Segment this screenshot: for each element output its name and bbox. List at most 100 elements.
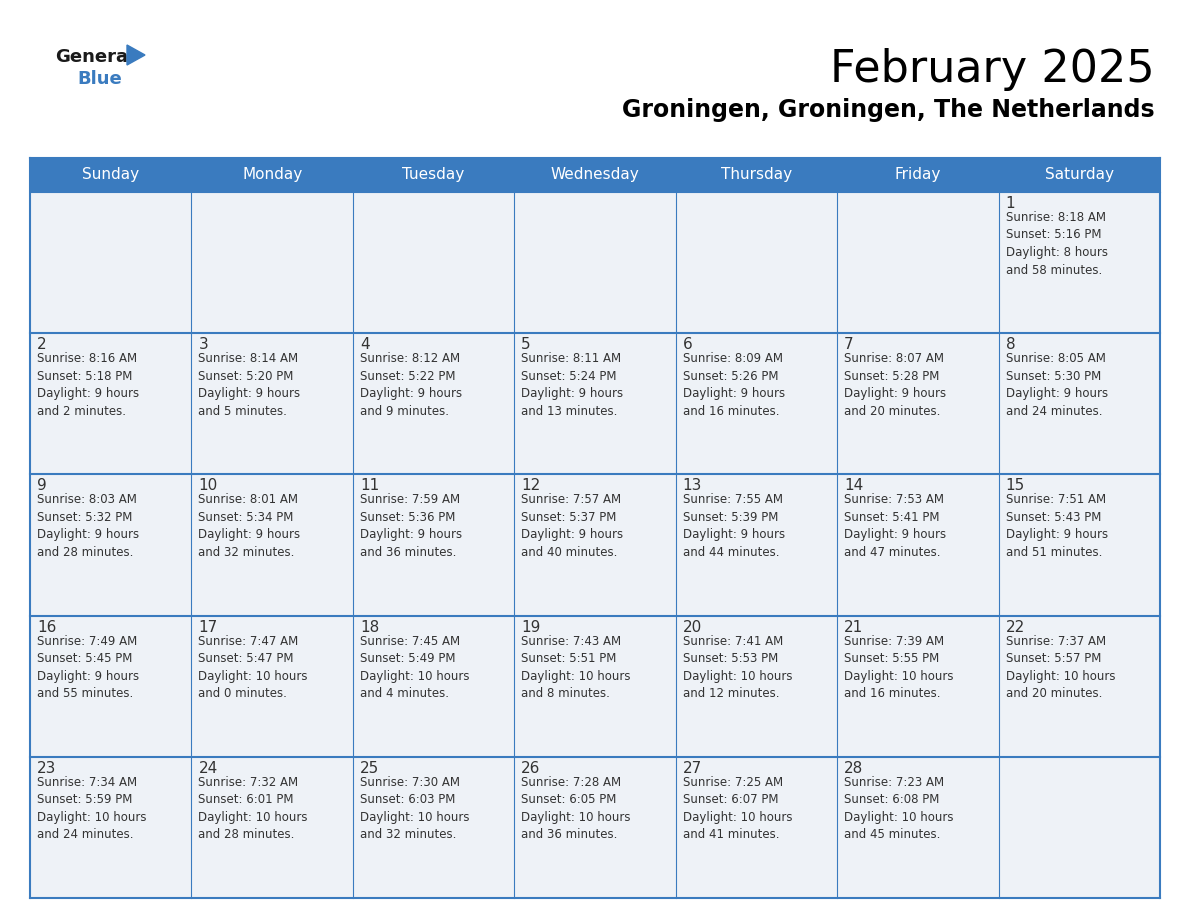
- Text: Sunrise: 7:43 AM
Sunset: 5:51 PM
Daylight: 10 hours
and 8 minutes.: Sunrise: 7:43 AM Sunset: 5:51 PM Dayligh…: [522, 634, 631, 700]
- Text: Sunrise: 8:01 AM
Sunset: 5:34 PM
Daylight: 9 hours
and 32 minutes.: Sunrise: 8:01 AM Sunset: 5:34 PM Dayligh…: [198, 493, 301, 559]
- Text: Sunrise: 7:30 AM
Sunset: 6:03 PM
Daylight: 10 hours
and 32 minutes.: Sunrise: 7:30 AM Sunset: 6:03 PM Dayligh…: [360, 776, 469, 841]
- Text: 18: 18: [360, 620, 379, 634]
- Text: Sunrise: 7:55 AM
Sunset: 5:39 PM
Daylight: 9 hours
and 44 minutes.: Sunrise: 7:55 AM Sunset: 5:39 PM Dayligh…: [683, 493, 785, 559]
- Text: 19: 19: [522, 620, 541, 634]
- Bar: [999, 192, 1159, 333]
- Text: 9: 9: [37, 478, 46, 493]
- Text: 17: 17: [198, 620, 217, 634]
- Text: 4: 4: [360, 337, 369, 353]
- Text: Sunrise: 7:28 AM
Sunset: 6:05 PM
Daylight: 10 hours
and 36 minutes.: Sunrise: 7:28 AM Sunset: 6:05 PM Dayligh…: [522, 776, 631, 841]
- Text: 16: 16: [37, 620, 56, 634]
- Text: Sunrise: 8:07 AM
Sunset: 5:28 PM
Daylight: 9 hours
and 20 minutes.: Sunrise: 8:07 AM Sunset: 5:28 PM Dayligh…: [845, 353, 947, 418]
- Bar: [676, 756, 838, 898]
- Text: 1: 1: [1005, 196, 1016, 211]
- Bar: [514, 333, 676, 475]
- Text: Sunrise: 8:09 AM
Sunset: 5:26 PM
Daylight: 9 hours
and 16 minutes.: Sunrise: 8:09 AM Sunset: 5:26 PM Dayligh…: [683, 353, 785, 418]
- Text: Sunrise: 7:25 AM
Sunset: 6:07 PM
Daylight: 10 hours
and 41 minutes.: Sunrise: 7:25 AM Sunset: 6:07 PM Dayligh…: [683, 776, 792, 841]
- Text: 24: 24: [198, 761, 217, 776]
- Bar: [514, 756, 676, 898]
- Polygon shape: [127, 45, 145, 65]
- Text: 7: 7: [845, 337, 854, 353]
- Bar: [353, 475, 514, 616]
- Bar: [999, 616, 1159, 756]
- Text: 12: 12: [522, 478, 541, 493]
- Bar: [30, 616, 191, 756]
- Bar: [676, 475, 838, 616]
- Bar: [353, 192, 514, 333]
- Text: 3: 3: [198, 337, 208, 353]
- Bar: [838, 756, 999, 898]
- Text: Sunrise: 7:57 AM
Sunset: 5:37 PM
Daylight: 9 hours
and 40 minutes.: Sunrise: 7:57 AM Sunset: 5:37 PM Dayligh…: [522, 493, 624, 559]
- Bar: [191, 616, 353, 756]
- Bar: [999, 475, 1159, 616]
- Text: 23: 23: [37, 761, 56, 776]
- Bar: [30, 192, 191, 333]
- Text: Saturday: Saturday: [1044, 167, 1114, 183]
- Bar: [999, 333, 1159, 475]
- Text: Sunrise: 7:34 AM
Sunset: 5:59 PM
Daylight: 10 hours
and 24 minutes.: Sunrise: 7:34 AM Sunset: 5:59 PM Dayligh…: [37, 776, 146, 841]
- Text: 26: 26: [522, 761, 541, 776]
- Text: 15: 15: [1005, 478, 1025, 493]
- Text: 11: 11: [360, 478, 379, 493]
- Text: Sunrise: 7:23 AM
Sunset: 6:08 PM
Daylight: 10 hours
and 45 minutes.: Sunrise: 7:23 AM Sunset: 6:08 PM Dayligh…: [845, 776, 954, 841]
- Bar: [353, 616, 514, 756]
- Text: Friday: Friday: [895, 167, 941, 183]
- Text: Sunday: Sunday: [82, 167, 139, 183]
- Bar: [514, 192, 676, 333]
- Text: 27: 27: [683, 761, 702, 776]
- Bar: [353, 333, 514, 475]
- Bar: [191, 333, 353, 475]
- Bar: [676, 192, 838, 333]
- Text: Monday: Monday: [242, 167, 302, 183]
- Bar: [838, 616, 999, 756]
- Text: 28: 28: [845, 761, 864, 776]
- Text: 25: 25: [360, 761, 379, 776]
- Text: Thursday: Thursday: [721, 167, 792, 183]
- Bar: [30, 158, 1159, 192]
- Text: Sunrise: 8:11 AM
Sunset: 5:24 PM
Daylight: 9 hours
and 13 minutes.: Sunrise: 8:11 AM Sunset: 5:24 PM Dayligh…: [522, 353, 624, 418]
- Bar: [514, 475, 676, 616]
- Bar: [838, 192, 999, 333]
- Bar: [30, 333, 191, 475]
- Bar: [353, 756, 514, 898]
- Text: Sunrise: 8:16 AM
Sunset: 5:18 PM
Daylight: 9 hours
and 2 minutes.: Sunrise: 8:16 AM Sunset: 5:18 PM Dayligh…: [37, 353, 139, 418]
- Bar: [191, 192, 353, 333]
- Text: 6: 6: [683, 337, 693, 353]
- Text: Wednesday: Wednesday: [550, 167, 639, 183]
- Text: General: General: [55, 48, 134, 66]
- Text: Tuesday: Tuesday: [403, 167, 465, 183]
- Bar: [838, 475, 999, 616]
- Text: 21: 21: [845, 620, 864, 634]
- Text: Groningen, Groningen, The Netherlands: Groningen, Groningen, The Netherlands: [623, 98, 1155, 122]
- Text: Sunrise: 7:45 AM
Sunset: 5:49 PM
Daylight: 10 hours
and 4 minutes.: Sunrise: 7:45 AM Sunset: 5:49 PM Dayligh…: [360, 634, 469, 700]
- Text: Sunrise: 7:59 AM
Sunset: 5:36 PM
Daylight: 9 hours
and 36 minutes.: Sunrise: 7:59 AM Sunset: 5:36 PM Dayligh…: [360, 493, 462, 559]
- Text: 14: 14: [845, 478, 864, 493]
- Bar: [30, 475, 191, 616]
- Text: 10: 10: [198, 478, 217, 493]
- Text: February 2025: February 2025: [830, 48, 1155, 91]
- Text: Sunrise: 7:39 AM
Sunset: 5:55 PM
Daylight: 10 hours
and 16 minutes.: Sunrise: 7:39 AM Sunset: 5:55 PM Dayligh…: [845, 634, 954, 700]
- Text: 5: 5: [522, 337, 531, 353]
- Text: 8: 8: [1005, 337, 1016, 353]
- Text: 20: 20: [683, 620, 702, 634]
- Text: 22: 22: [1005, 620, 1025, 634]
- Text: Sunrise: 8:14 AM
Sunset: 5:20 PM
Daylight: 9 hours
and 5 minutes.: Sunrise: 8:14 AM Sunset: 5:20 PM Dayligh…: [198, 353, 301, 418]
- Bar: [676, 616, 838, 756]
- Bar: [999, 756, 1159, 898]
- Bar: [838, 333, 999, 475]
- Bar: [514, 616, 676, 756]
- Text: 2: 2: [37, 337, 46, 353]
- Text: Sunrise: 8:12 AM
Sunset: 5:22 PM
Daylight: 9 hours
and 9 minutes.: Sunrise: 8:12 AM Sunset: 5:22 PM Dayligh…: [360, 353, 462, 418]
- Text: Sunrise: 7:53 AM
Sunset: 5:41 PM
Daylight: 9 hours
and 47 minutes.: Sunrise: 7:53 AM Sunset: 5:41 PM Dayligh…: [845, 493, 947, 559]
- Bar: [191, 475, 353, 616]
- Bar: [30, 756, 191, 898]
- Text: Sunrise: 7:41 AM
Sunset: 5:53 PM
Daylight: 10 hours
and 12 minutes.: Sunrise: 7:41 AM Sunset: 5:53 PM Dayligh…: [683, 634, 792, 700]
- Text: Sunrise: 7:32 AM
Sunset: 6:01 PM
Daylight: 10 hours
and 28 minutes.: Sunrise: 7:32 AM Sunset: 6:01 PM Dayligh…: [198, 776, 308, 841]
- Bar: [191, 756, 353, 898]
- Text: Sunrise: 7:49 AM
Sunset: 5:45 PM
Daylight: 9 hours
and 55 minutes.: Sunrise: 7:49 AM Sunset: 5:45 PM Dayligh…: [37, 634, 139, 700]
- Text: Sunrise: 7:47 AM
Sunset: 5:47 PM
Daylight: 10 hours
and 0 minutes.: Sunrise: 7:47 AM Sunset: 5:47 PM Dayligh…: [198, 634, 308, 700]
- Text: Sunrise: 8:05 AM
Sunset: 5:30 PM
Daylight: 9 hours
and 24 minutes.: Sunrise: 8:05 AM Sunset: 5:30 PM Dayligh…: [1005, 353, 1107, 418]
- Text: Sunrise: 7:51 AM
Sunset: 5:43 PM
Daylight: 9 hours
and 51 minutes.: Sunrise: 7:51 AM Sunset: 5:43 PM Dayligh…: [1005, 493, 1107, 559]
- Bar: [676, 333, 838, 475]
- Text: Blue: Blue: [77, 70, 121, 88]
